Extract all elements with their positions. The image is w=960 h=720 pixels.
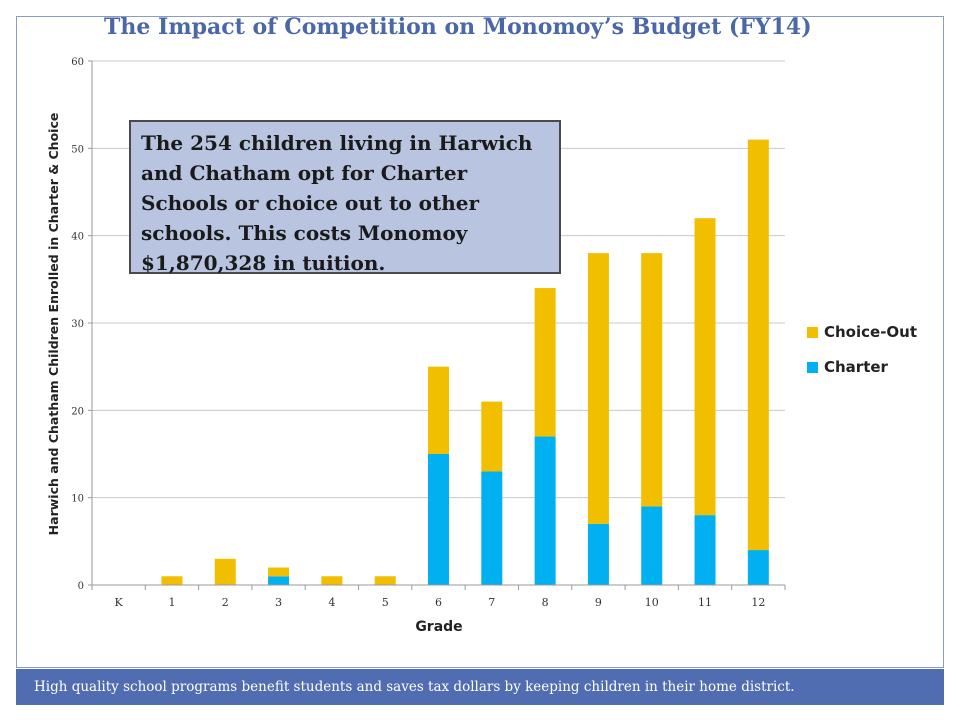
x-tick-label: 3 (275, 596, 282, 609)
bar-choice-out-grade-10 (641, 253, 663, 507)
bar-choice-out-grade-1 (161, 576, 183, 585)
bar-choice-out-grade-11 (694, 218, 716, 516)
y-tick-label: 20 (71, 406, 84, 417)
bar-choice-out-grade-7 (481, 401, 503, 472)
bar-choice-out-grade-8 (534, 288, 556, 437)
x-tick-label: 6 (435, 596, 442, 609)
bar-charter-grade-10 (641, 506, 663, 585)
x-tick-label: 11 (698, 596, 712, 609)
bars (161, 139, 769, 585)
x-tick-label: 8 (542, 596, 549, 609)
y-tick-label: 0 (78, 581, 84, 592)
legend-swatch-charter (807, 361, 818, 373)
bar-choice-out-grade-6 (428, 366, 449, 454)
y-axis-label: Harwich and Chatham Children Enrolled in… (46, 113, 61, 536)
legend-label-charter: Charter (824, 358, 888, 376)
bar-charter-grade-6 (428, 454, 449, 585)
x-tick-label: 7 (488, 596, 495, 609)
legend: Choice-Out Charter (807, 321, 917, 391)
legend-swatch-choice-out (807, 326, 818, 338)
bar-charter-grade-11 (694, 515, 716, 585)
bar-charter-grade-9 (587, 523, 609, 585)
legend-item-charter: Charter (807, 356, 917, 378)
bar-charter-grade-12 (747, 550, 769, 585)
x-axis (91, 61, 785, 586)
slide-frame (16, 16, 944, 668)
bar-choice-out-grade-2 (214, 558, 236, 585)
legend-item-choice-out: Choice-Out (807, 321, 917, 343)
bar-choice-out-grade-3 (268, 567, 290, 577)
x-tick-label: 12 (751, 596, 765, 609)
x-tick-label: 5 (382, 596, 389, 609)
x-tick-label: 1 (168, 596, 175, 609)
bar-charter-grade-3 (268, 576, 290, 585)
bar-charter-grade-7 (481, 471, 503, 585)
bar-choice-out-grade-4 (321, 576, 343, 585)
x-tick-label: K (115, 596, 124, 609)
x-axis-ticks: K 1 2 3 4 5 6 7 8 9 10 11 12 (91, 585, 786, 609)
y-tick-label: 50 (71, 144, 84, 155)
bar-choice-out-grade-12 (747, 139, 769, 551)
bar-choice-out-grade-9 (587, 253, 609, 524)
chart-title: The Impact of Competition on Monomoy’s B… (104, 14, 812, 40)
x-tick-label: 9 (595, 596, 602, 609)
y-tick-label: 60 (71, 57, 84, 68)
callout-box: The 254 children living in Harwich and C… (129, 120, 561, 275)
legend-label-choice-out: Choice-Out (824, 323, 918, 341)
bar-choice-out-grade-5 (374, 576, 396, 585)
x-tick-label: 10 (645, 596, 659, 609)
y-tick-label: 10 (71, 494, 84, 505)
footer-banner: High quality school programs benefit stu… (16, 669, 944, 705)
y-tick-label: 40 (71, 232, 84, 243)
x-tick-label: 4 (328, 596, 335, 609)
y-tick-label: 30 (71, 319, 84, 330)
bar-charter-grade-8 (534, 436, 556, 585)
x-tick-label: 2 (222, 596, 229, 609)
x-axis-label: Grade (415, 619, 462, 635)
y-axis-ticks: 0 10 20 30 40 50 60 (71, 57, 92, 592)
